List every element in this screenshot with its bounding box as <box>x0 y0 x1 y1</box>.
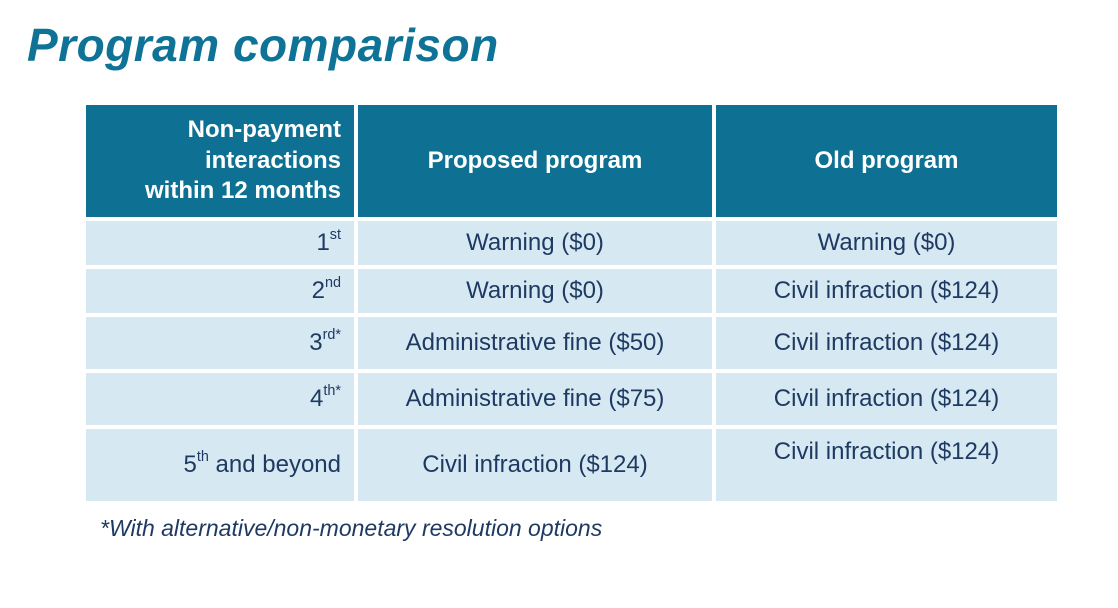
comparison-table: Non-payment interactions within 12 month… <box>86 105 1057 501</box>
row-2-ordinal: 2nd <box>86 269 354 313</box>
header-proposed-program: Proposed program <box>358 105 712 217</box>
row-2-old: Civil infraction ($124) <box>716 269 1057 313</box>
row-3-proposed: Administrative fine ($50) <box>358 317 712 369</box>
row-3-ordinal: 3rd* <box>86 317 354 369</box>
row-1-old: Warning ($0) <box>716 221 1057 265</box>
row-4-old: Civil infraction ($124) <box>716 373 1057 425</box>
header-nonpayment-interactions: Non-payment interactions within 12 month… <box>86 105 354 217</box>
row-4-ordinal: 4th* <box>86 373 354 425</box>
row-5-proposed: Civil infraction ($124) <box>358 429 712 501</box>
row-4-proposed: Administrative fine ($75) <box>358 373 712 425</box>
row-1-ordinal: 1st <box>86 221 354 265</box>
row-1-proposed: Warning ($0) <box>358 221 712 265</box>
row-5-old: Civil infraction ($124) <box>716 429 1057 501</box>
row-3-old: Civil infraction ($124) <box>716 317 1057 369</box>
row-2-proposed: Warning ($0) <box>358 269 712 313</box>
row-5-ordinal: 5th and beyond <box>86 429 354 501</box>
footnote: *With alternative/non-monetary resolutio… <box>100 515 603 541</box>
page-title: Program comparison <box>27 19 499 71</box>
header-old-program: Old program <box>716 105 1057 217</box>
